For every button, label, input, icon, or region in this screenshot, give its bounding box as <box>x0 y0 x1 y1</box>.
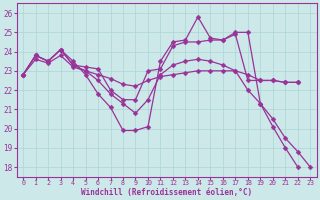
X-axis label: Windchill (Refroidissement éolien,°C): Windchill (Refroidissement éolien,°C) <box>81 188 252 197</box>
